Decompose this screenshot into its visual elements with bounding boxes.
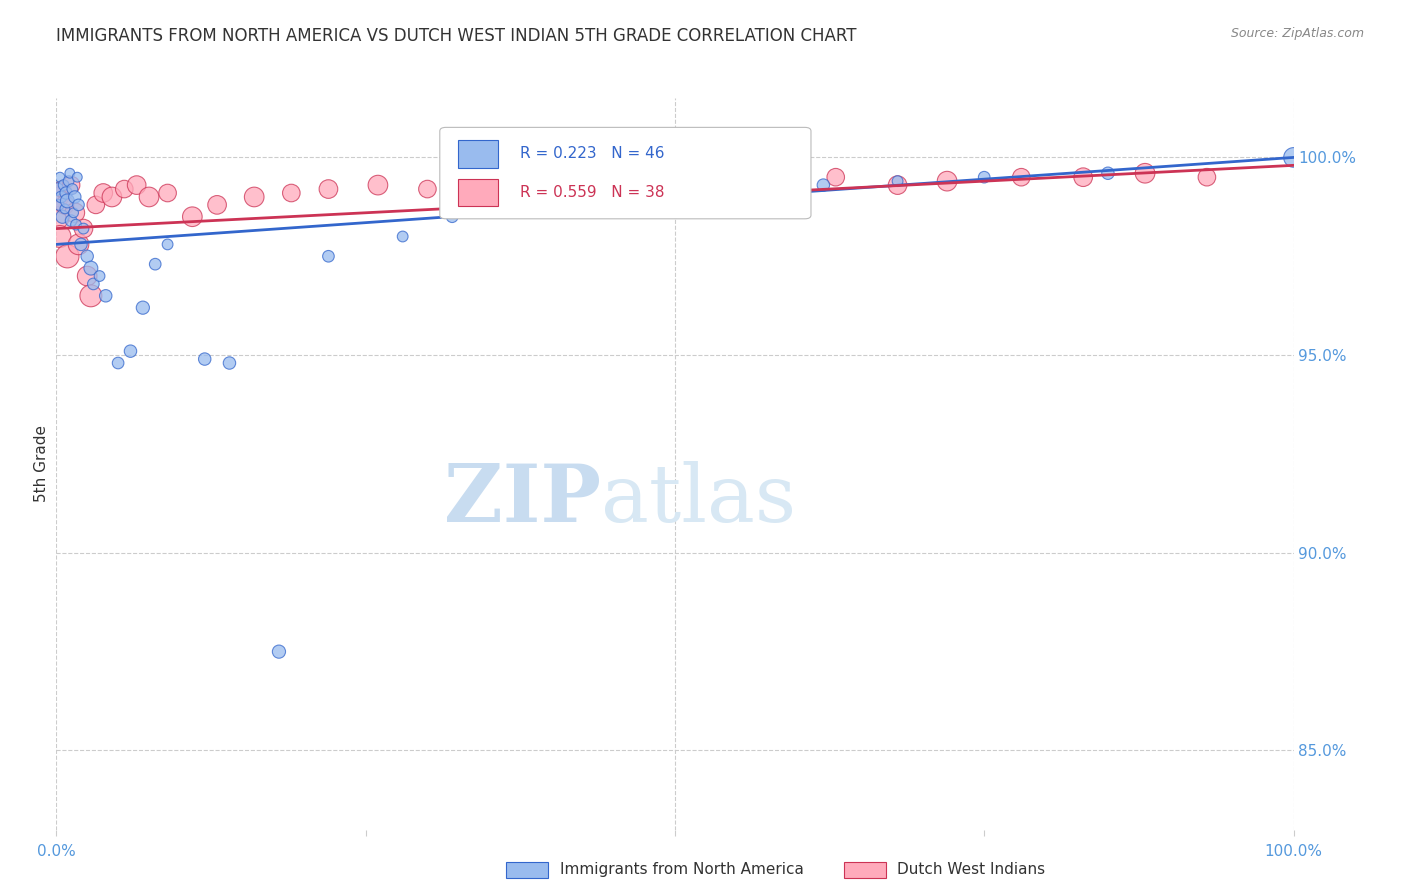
Point	[65, 218, 87, 232]
Point	[46, 210, 69, 224]
Point	[762, 174, 785, 188]
Point	[53, 198, 76, 212]
Point	[59, 166, 82, 180]
Point	[49, 170, 72, 185]
Point	[120, 344, 142, 359]
Point	[1097, 166, 1119, 180]
Point	[80, 261, 103, 276]
Point	[72, 221, 94, 235]
Point	[391, 229, 413, 244]
Point	[441, 210, 464, 224]
Point	[1071, 170, 1094, 185]
Point	[1010, 170, 1032, 185]
Point	[638, 182, 661, 196]
Text: R = 0.559   N = 38: R = 0.559 N = 38	[520, 185, 665, 200]
Point	[886, 174, 908, 188]
Text: 0.0%: 0.0%	[37, 844, 76, 859]
Point	[689, 178, 711, 193]
Point	[218, 356, 240, 370]
Point	[143, 257, 166, 271]
Text: Source: ZipAtlas.com: Source: ZipAtlas.com	[1230, 27, 1364, 40]
Point	[60, 213, 83, 227]
Point	[89, 268, 111, 283]
Point	[156, 186, 179, 200]
Point	[205, 198, 228, 212]
Point	[243, 190, 266, 204]
Point	[125, 178, 148, 193]
Point	[540, 174, 562, 188]
Point	[112, 182, 135, 196]
Point	[58, 174, 80, 188]
Point	[132, 301, 155, 315]
Point	[194, 352, 217, 367]
Point	[94, 289, 117, 303]
Point	[101, 190, 124, 204]
Point	[1282, 150, 1305, 164]
Point	[70, 237, 93, 252]
Point	[49, 229, 72, 244]
Point	[84, 198, 107, 212]
Point	[138, 190, 160, 204]
Point	[886, 178, 908, 193]
Point	[67, 237, 90, 252]
Point	[55, 186, 77, 200]
Text: R = 0.223   N = 46: R = 0.223 N = 46	[520, 146, 665, 161]
Point	[63, 190, 86, 204]
Point	[60, 178, 83, 193]
Point	[762, 186, 785, 200]
Point	[67, 198, 90, 212]
Point	[1133, 166, 1156, 180]
Point	[280, 186, 302, 200]
Point	[46, 182, 69, 196]
Text: Immigrants from North America: Immigrants from North America	[560, 863, 803, 877]
Point	[156, 237, 179, 252]
Point	[973, 170, 995, 185]
Point	[63, 206, 86, 220]
Point	[76, 249, 98, 263]
Point	[76, 268, 98, 283]
Point	[72, 221, 94, 235]
FancyBboxPatch shape	[458, 140, 498, 168]
Point	[51, 182, 73, 196]
Point	[82, 277, 104, 291]
Point	[813, 178, 835, 193]
Point	[51, 210, 73, 224]
Point	[48, 198, 70, 212]
Text: ZIP: ZIP	[444, 461, 600, 540]
Point	[181, 210, 204, 224]
FancyBboxPatch shape	[440, 128, 811, 219]
Text: Dutch West Indians: Dutch West Indians	[897, 863, 1045, 877]
Point	[478, 178, 501, 193]
Point	[52, 178, 75, 193]
Point	[318, 182, 340, 196]
Point	[60, 182, 83, 196]
Point	[48, 190, 70, 204]
Point	[824, 170, 846, 185]
Point	[51, 190, 73, 204]
Point	[66, 170, 89, 185]
Y-axis label: 5th Grade: 5th Grade	[34, 425, 49, 502]
Point	[689, 174, 711, 188]
Text: IMMIGRANTS FROM NORTH AMERICA VS DUTCH WEST INDIAN 5TH GRADE CORRELATION CHART: IMMIGRANTS FROM NORTH AMERICA VS DUTCH W…	[56, 27, 856, 45]
Point	[318, 249, 340, 263]
Point	[107, 356, 129, 370]
Point	[602, 178, 624, 193]
Point	[367, 178, 389, 193]
Point	[56, 194, 79, 208]
Point	[565, 190, 588, 204]
Point	[1195, 170, 1218, 185]
Point	[53, 202, 76, 216]
Point	[515, 190, 537, 204]
Point	[62, 206, 84, 220]
Text: atlas: atlas	[600, 461, 796, 540]
Point	[936, 174, 959, 188]
Point	[267, 645, 290, 659]
Point	[91, 186, 114, 200]
Point	[80, 289, 103, 303]
FancyBboxPatch shape	[458, 178, 498, 206]
Text: 100.0%: 100.0%	[1264, 844, 1323, 859]
Point	[56, 249, 79, 263]
Point	[416, 182, 439, 196]
